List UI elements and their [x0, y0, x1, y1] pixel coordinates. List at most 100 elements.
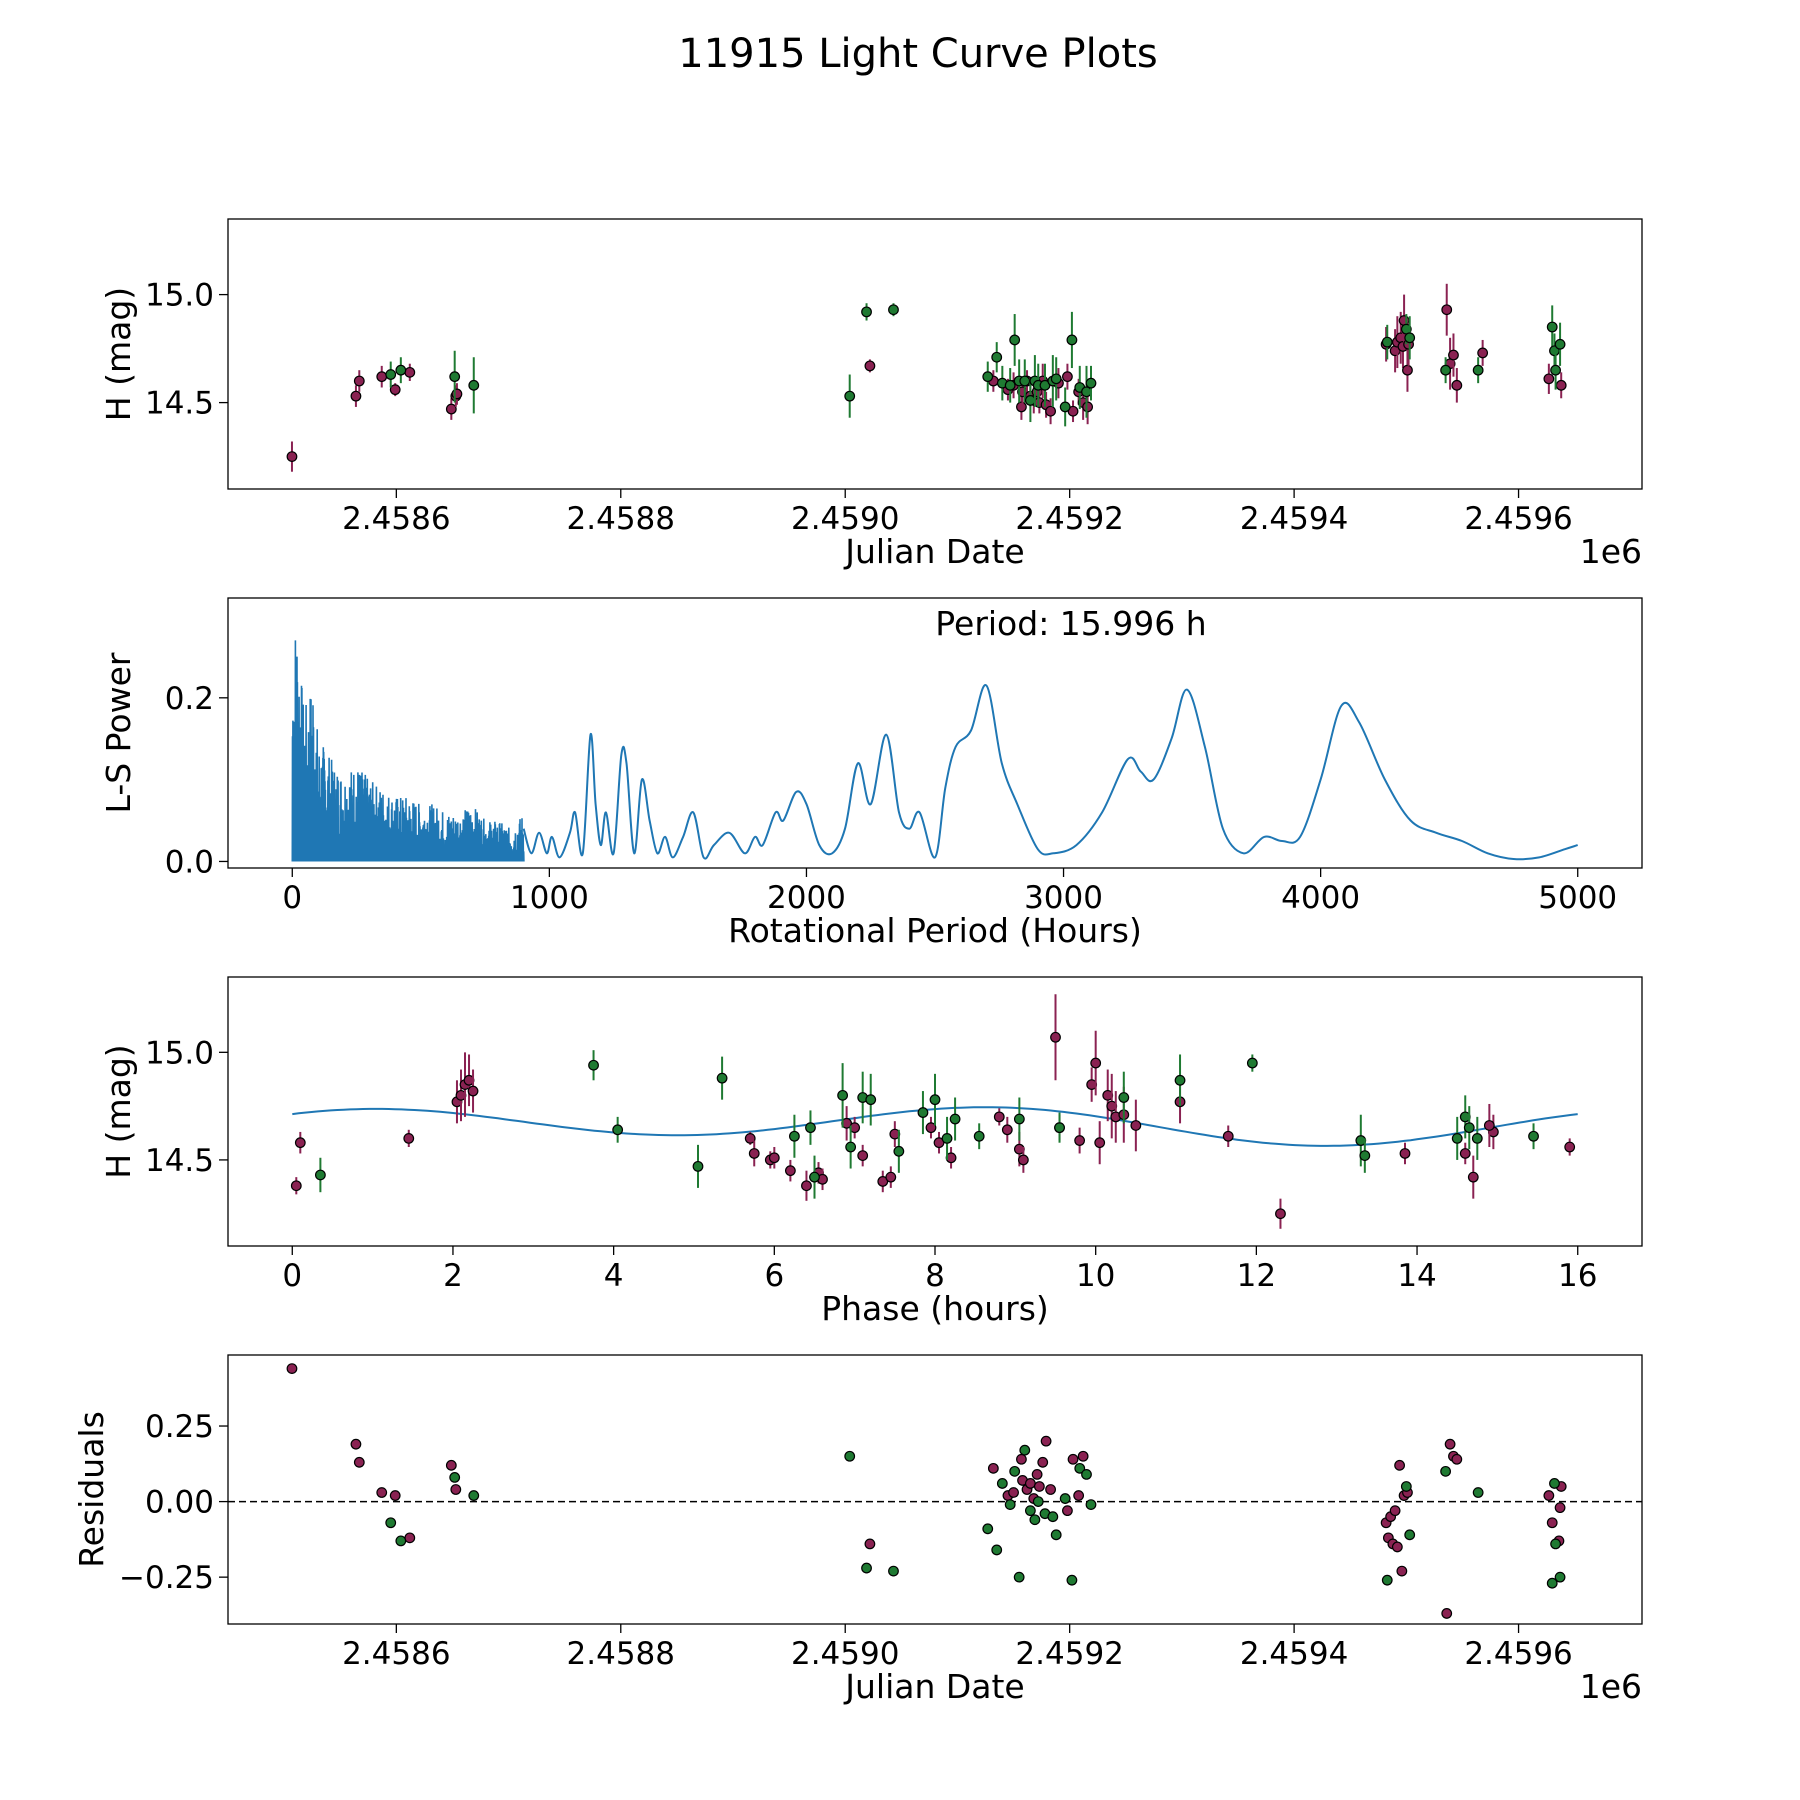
data-point [404, 366, 416, 378]
panel-residuals: 2.4586 2.4588 2.4590 2.4592 2.4594 2.4596 −0.2… [72, 1354, 1643, 1706]
data-point [789, 1130, 800, 1142]
data-point [404, 1532, 416, 1544]
data-point [1448, 349, 1459, 361]
data-point [467, 1085, 479, 1097]
data-point [801, 1180, 812, 1192]
x-tick-label: 2.4590 [791, 1636, 899, 1672]
data-point [917, 1107, 929, 1118]
data-point [982, 371, 994, 383]
data-point [1073, 1490, 1085, 1501]
data-point [1471, 1132, 1483, 1144]
data-point [1019, 375, 1031, 387]
y-tick-label: 0.0 [165, 844, 214, 880]
data-point [1033, 1481, 1045, 1492]
plot-area [286, 283, 1567, 472]
data-point [1130, 1120, 1142, 1131]
x-offset-label: 1e6 [1580, 1667, 1642, 1706]
data-point [893, 1145, 905, 1157]
data-point [1040, 1435, 1052, 1447]
data-point [1031, 1468, 1043, 1480]
data-point [1463, 1122, 1475, 1134]
data-point [1440, 1465, 1452, 1477]
x-offset-label: 1e6 [1580, 532, 1642, 571]
data-point [1467, 1171, 1479, 1183]
data-point [991, 1544, 1003, 1556]
x-tick-label: 10 [1076, 1258, 1115, 1294]
data-point [445, 1459, 457, 1471]
data-point [1008, 1487, 1019, 1498]
series-filter_a [286, 1363, 1567, 1619]
x-tick-label: 14 [1397, 1258, 1436, 1294]
data-point [1045, 405, 1056, 417]
data-point [468, 379, 480, 391]
data-point [1062, 371, 1073, 383]
data-point [888, 304, 899, 316]
data-point [1451, 379, 1463, 391]
data-point [982, 1523, 994, 1535]
data-point [1459, 1148, 1471, 1159]
y-tick-label: 15.0 [145, 1035, 214, 1071]
data-point [1094, 1137, 1106, 1149]
data-point [1546, 1517, 1558, 1529]
data-point [1047, 1511, 1059, 1523]
axes-frame [227, 597, 1643, 869]
data-point [837, 1089, 849, 1101]
data-point [353, 1456, 365, 1468]
panel-periodogram: 0 1000 2000 3000 4000 5000 0.0 0.2 Rotational Pe… [99, 597, 1643, 950]
data-point [1555, 379, 1567, 391]
data-point [1554, 338, 1566, 350]
data-point [1441, 1608, 1453, 1619]
periodogram-noise-band [291, 640, 525, 862]
x-tick-label: 8 [925, 1258, 945, 1294]
plot-area [290, 994, 1578, 1229]
x-tick-label: 2000 [767, 880, 846, 916]
axes-frame [227, 218, 1643, 490]
data-point [1037, 1456, 1049, 1468]
data-point [1394, 1459, 1405, 1471]
data-point [925, 1122, 937, 1134]
data-point [1477, 347, 1489, 359]
data-point [1045, 1484, 1056, 1495]
data-point [1546, 1577, 1558, 1589]
x-tick-label: 16 [1558, 1258, 1597, 1294]
y-tick-label: 0.2 [165, 681, 214, 717]
data-point [857, 1150, 869, 1162]
data-point [845, 1141, 857, 1153]
data-point [1004, 379, 1016, 391]
data-point [996, 1478, 1008, 1489]
x-tick-label: 2.4586 [342, 1636, 450, 1672]
series-filter_a [290, 994, 1576, 1229]
x-tick-label: 3000 [1024, 880, 1103, 916]
data-point [376, 371, 388, 383]
data-point [1483, 1120, 1495, 1131]
data-point [1472, 364, 1484, 376]
series-filter_a [286, 283, 1567, 472]
data-point [1009, 1465, 1021, 1477]
x-tick-label: 0 [282, 1258, 302, 1294]
y-tick-label: 0.25 [145, 1409, 214, 1445]
data-point [395, 1535, 407, 1547]
x-axis-label: Julian Date [843, 532, 1025, 571]
axes-frame [227, 1354, 1643, 1625]
series-filter_b [385, 1444, 1566, 1589]
data-point [286, 1363, 298, 1375]
y-axis-label: H (mag) [99, 1044, 138, 1178]
data-point [885, 1171, 897, 1183]
data-point [809, 1171, 820, 1183]
data-point [1085, 1499, 1097, 1511]
data-point [1085, 377, 1097, 389]
data-point [1528, 1130, 1539, 1142]
data-point [1118, 1092, 1130, 1103]
y-axis-label: L-S Power [99, 652, 138, 813]
data-point [1275, 1208, 1286, 1220]
data-point [865, 1094, 877, 1106]
data-point [1032, 1496, 1044, 1507]
data-point [1554, 1502, 1566, 1514]
data-point [1082, 401, 1094, 413]
data-point [350, 1438, 362, 1450]
series-filter_b [385, 303, 1566, 427]
data-point [1029, 1514, 1041, 1526]
data-point [1067, 1453, 1079, 1465]
data-point [1019, 1444, 1031, 1456]
data-point [612, 1124, 624, 1136]
